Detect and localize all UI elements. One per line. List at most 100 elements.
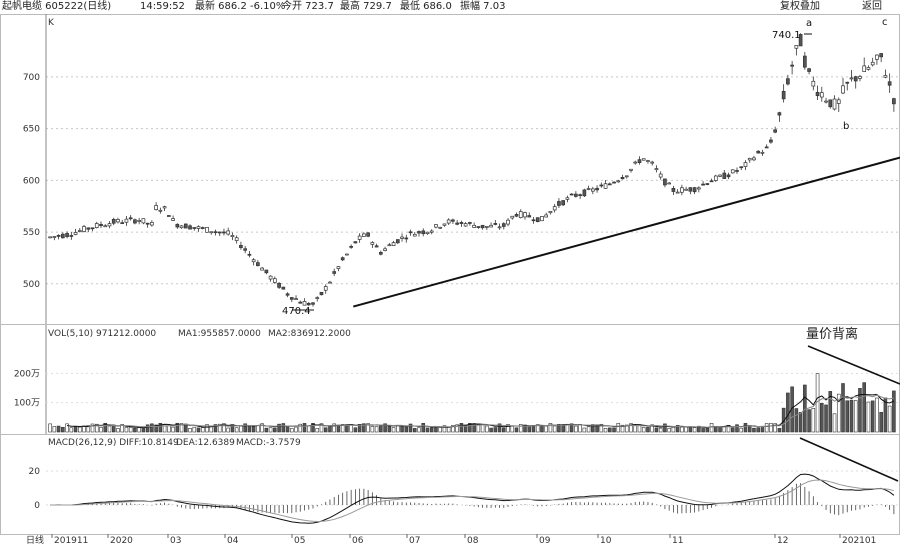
candle-body [455, 222, 459, 225]
volume-bar [722, 426, 727, 433]
candle-body [671, 188, 676, 192]
volume-bar [281, 423, 286, 433]
volume-bar [133, 427, 137, 433]
volume-bar [807, 409, 811, 433]
candle-body [641, 158, 646, 161]
volume-bar [256, 425, 260, 433]
volume-bar [764, 423, 769, 433]
volume-bar [794, 408, 799, 433]
volume-bar [476, 424, 481, 433]
macd-dea-line [50, 479, 895, 523]
candle-body [718, 174, 722, 177]
volume-bar [641, 427, 646, 433]
candle-body [171, 218, 175, 221]
candle-body [781, 90, 786, 100]
candle-body [561, 200, 565, 206]
candle-body [705, 183, 710, 185]
volume-bar [518, 424, 523, 433]
volume-bar [137, 427, 141, 433]
volume-bar [86, 425, 91, 433]
volume-bar [756, 427, 760, 433]
candle-body [357, 235, 362, 240]
volume-bar [769, 422, 773, 433]
volume-bar [357, 423, 362, 433]
candle-body [222, 231, 226, 234]
candle-body [145, 222, 150, 225]
volume-bar [217, 423, 222, 433]
volume-bar [845, 400, 850, 433]
candle-body [425, 231, 430, 235]
chart-header: 起帆电缆 605222(日线) 14:59:52 最新 686.2 -6.10%… [0, 0, 900, 15]
candle-body [472, 224, 476, 228]
candles [48, 33, 900, 311]
point-c-label: c [882, 17, 888, 28]
candle-body [476, 226, 481, 228]
volume-bar [688, 427, 693, 433]
candle-body [315, 297, 320, 299]
volume-bar [370, 426, 375, 433]
back-button[interactable]: 返回 [862, 1, 882, 12]
candle-body [892, 98, 896, 105]
volume-bar [591, 424, 595, 433]
volume-bar [858, 388, 862, 433]
volume-bar [684, 426, 688, 433]
volume-bar [61, 426, 65, 433]
candle-body [858, 76, 862, 79]
volume-bar [735, 424, 739, 433]
candle-body [99, 223, 103, 226]
candle-body [434, 224, 438, 228]
candle-body [480, 224, 485, 229]
candle-body [697, 187, 701, 190]
volume-bar [69, 427, 74, 433]
volume-bar [773, 423, 777, 433]
volume-bar [612, 427, 616, 433]
volume-bar [260, 423, 264, 433]
volume-bar [222, 423, 226, 433]
macd-legend-dea: DEA:12.6389 [176, 438, 235, 448]
volume-bar [718, 426, 722, 433]
candle-body [680, 187, 684, 193]
volume-bar [323, 427, 328, 433]
volume-bar [485, 425, 489, 433]
candle-body [650, 161, 655, 164]
header-high: 最高 729.7 [340, 1, 392, 12]
volume-bar [523, 424, 527, 433]
macd-y-tick: 0 [34, 501, 40, 511]
volume-bar [586, 426, 591, 433]
volume-bar [294, 426, 298, 433]
volume-bar [290, 428, 294, 433]
candle-body [213, 231, 218, 234]
volume-bar [315, 428, 320, 433]
candle-body [387, 244, 392, 247]
x-tick-label: 2020 [110, 536, 133, 546]
candle-body [379, 252, 383, 255]
candle-body [535, 217, 540, 223]
adjust-overlay-button[interactable]: 复权叠加 [780, 1, 820, 12]
volume-bar [697, 425, 701, 433]
header-time: 14:59:52 [140, 1, 185, 12]
candle-body [61, 233, 65, 239]
volume-bar [739, 427, 744, 433]
candle-body [629, 168, 633, 171]
volume-bar [777, 428, 782, 433]
volume-bar [192, 426, 197, 433]
candle-body [692, 187, 697, 193]
volume-bar [608, 427, 612, 433]
candle-body [531, 219, 536, 222]
volume-bar [277, 423, 281, 433]
volume-bar [90, 423, 95, 433]
candle-body [65, 233, 69, 237]
candle-body [701, 183, 705, 186]
kline-y-tick: 550 [23, 228, 40, 238]
volume-bar [879, 411, 883, 433]
candle-body [803, 55, 807, 68]
volume-bar [94, 423, 99, 433]
volume-bar [892, 390, 896, 433]
high-price-label: 740.1 [772, 30, 801, 41]
candle-body [438, 226, 443, 229]
candle-body [620, 176, 625, 180]
volume-bar [650, 424, 654, 433]
candle-body [883, 75, 888, 78]
candle-body [383, 248, 387, 251]
candle-body [591, 188, 595, 192]
